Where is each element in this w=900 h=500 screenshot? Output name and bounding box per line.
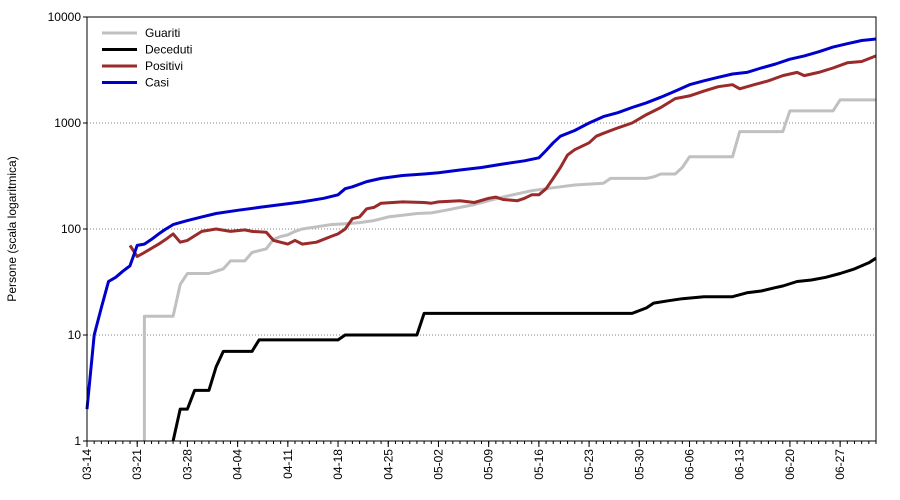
series-line-casi [85,37,877,410]
plot-area-frame [86,16,877,442]
x-tick-label: 05-09 [482,449,496,480]
legend: Guariti Deceduti Positivi Casi [102,26,192,90]
grid-layer [87,122,876,336]
y-tick-label: 10 [68,328,82,342]
x-tick-label: 05-23 [582,449,596,480]
x-tick-label: 03-14 [80,449,94,480]
x-tick-label: 04-04 [231,449,245,480]
series-line-guariti [142,98,876,441]
x-tick-label: 05-16 [532,449,546,480]
legend-label-positivi: Positivi [145,59,183,73]
x-tick-label: 06-27 [833,449,847,480]
x-tick-label: 04-11 [281,449,295,479]
y-tick-label: 1000 [54,116,81,130]
x-tick-label: 04-25 [381,449,395,480]
series-line-positivi [128,54,877,258]
y-tick-label: 100 [61,222,81,236]
series-line-deceduti [171,256,877,442]
legend-label-casi: Casi [145,76,169,90]
y-axis-title: Persone (scala logaritmica) [5,156,19,301]
y-axis: 1 10 100 1000 10000 [48,10,87,448]
y-tick-label: 1 [74,434,81,448]
series-layer [85,37,877,442]
legend-label-deceduti: Deceduti [145,43,192,57]
legend-label-guariti: Guariti [145,26,180,40]
x-tick-label: 03-28 [180,449,194,480]
x-tick-label: 05-30 [632,449,646,480]
x-tick-label: 04-18 [331,449,345,480]
x-tick-label: 06-20 [783,449,797,480]
y-tick-label: 10000 [48,10,82,24]
x-tick-label: 05-02 [431,449,445,480]
x-tick-label: 03-21 [130,449,144,480]
x-tick-label: 06-13 [733,449,747,480]
x-tick-label: 06-06 [683,449,697,480]
x-axis: 03-14 03-21 03-28 04-04 04-11 04-18 04-25 05-02… [80,441,877,480]
